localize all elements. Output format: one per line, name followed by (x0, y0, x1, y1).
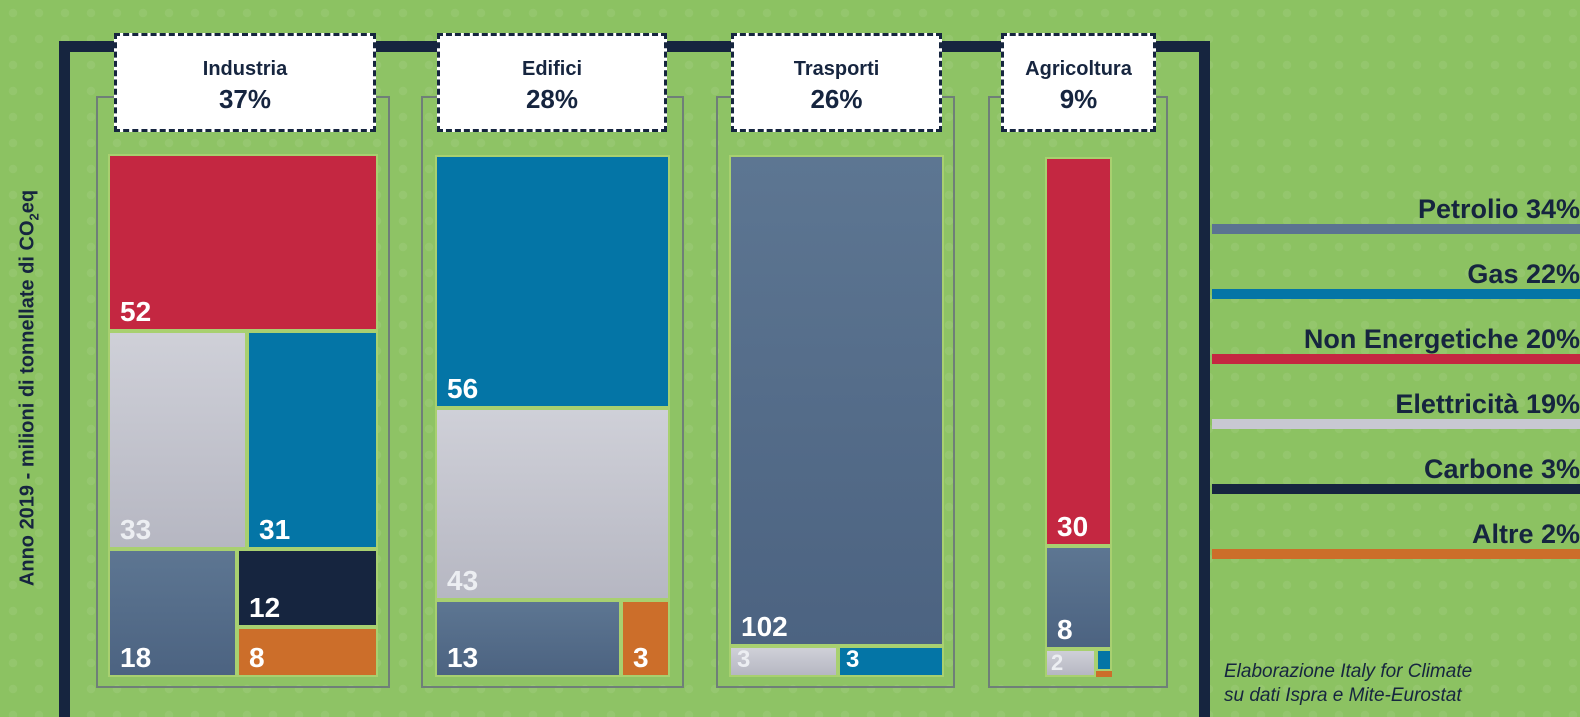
tile-value-label: 3 (737, 646, 751, 673)
tile-edifici-gas: 56 (435, 155, 670, 408)
sector-share: 26% (810, 84, 863, 114)
source-line-1: Elaborazione Italy for Climate (1224, 661, 1473, 682)
legend-swatch-line (1212, 354, 1580, 364)
tile-trasporti-gas: 3 (838, 646, 944, 677)
tile-value-label: 31 (259, 514, 291, 545)
sector-share: 37% (218, 84, 272, 114)
legend-swatch-line (1212, 484, 1580, 494)
tile-value-label: 2 (1051, 650, 1064, 675)
sector-header-agricoltura: Agricoltura 9% (1001, 33, 1156, 132)
tile-trasporti-elettricita: 3 (729, 646, 838, 677)
source-note: Elaborazione Italy for Climate su dati I… (1224, 660, 1472, 708)
tile-trasporti-petrolio: 102 (729, 155, 944, 646)
sector-header-industria: Industria 37% (114, 33, 376, 132)
sector-header-edifici: Edifici 28% (437, 33, 667, 132)
y-axis-label-text: Anno 2019 - milioni di tonnellate di CO2… (16, 189, 42, 587)
legend-swatch-line (1212, 224, 1580, 234)
legend-label: Altre 2% (1471, 519, 1580, 549)
source-line-2: su dati Ispra e Mite-Eurostat (1224, 685, 1462, 706)
tile-value-label: 52 (120, 296, 152, 327)
tile-industria-carbone: 12 (237, 549, 378, 627)
tile-value-label: 102 (741, 611, 788, 642)
tile-industria-gas: 31 (247, 331, 378, 549)
tile-value-label: 13 (447, 642, 479, 673)
tile-edifici-petrolio: 13 (435, 600, 621, 677)
tile-agricoltura-petrolio: 8 (1045, 546, 1112, 649)
tile-value-label: 3 (633, 642, 649, 673)
sector-name: Trasporti (793, 58, 880, 80)
legend-label: Carbone 3% (1423, 454, 1580, 484)
tile-value-label: 56 (447, 373, 479, 404)
legend-label: Gas 22% (1467, 259, 1580, 289)
tile-edifici-elettricita: 43 (435, 408, 670, 600)
sector-name: Agricoltura (1025, 58, 1132, 80)
tile-value-label: 30 (1057, 511, 1089, 542)
sector-share: 28% (525, 84, 579, 114)
tile-industria-elettricita: 33 (108, 331, 247, 549)
tile-industria-petrolio: 18 (108, 549, 237, 677)
tile-agricoltura-altre (1096, 671, 1112, 677)
tile-agricoltura-elettricita: 2 (1045, 649, 1096, 677)
tile-agricoltura-gas (1096, 649, 1112, 671)
sector-name: Edifici (521, 58, 582, 80)
tile-value-label: 18 (120, 642, 152, 673)
y-axis-label: Anno 2019 - milioni di tonnellate di CO2… (14, 140, 44, 635)
tile-industria-altre: 8 (237, 627, 378, 677)
legend-swatch-line (1212, 289, 1580, 299)
tile-value-label: 8 (249, 642, 265, 673)
tile-value-label: 12 (249, 592, 281, 623)
tile-value-label: 3 (846, 646, 860, 673)
sector-header-trasporti: Trasporti 26% (731, 33, 942, 132)
legend-swatch-line (1212, 419, 1580, 429)
tile-industria-non-energetiche: 52 (108, 154, 378, 331)
sector-share: 9% (1059, 84, 1098, 114)
tile-agricoltura-non-energetiche: 30 (1045, 157, 1112, 546)
tile-value-label: 8 (1057, 614, 1073, 645)
sector-name: Industria (202, 58, 288, 80)
legend-label: Petrolio 34% (1417, 194, 1580, 224)
legend-swatch-line (1212, 549, 1580, 559)
tile-edifici-altre: 3 (621, 600, 670, 677)
tile-value-label: 43 (447, 565, 479, 596)
legend-label: Non Energetiche 20% (1303, 324, 1580, 354)
tile-value-label: 33 (120, 514, 152, 545)
legend-label: Elettricità 19% (1395, 389, 1580, 419)
